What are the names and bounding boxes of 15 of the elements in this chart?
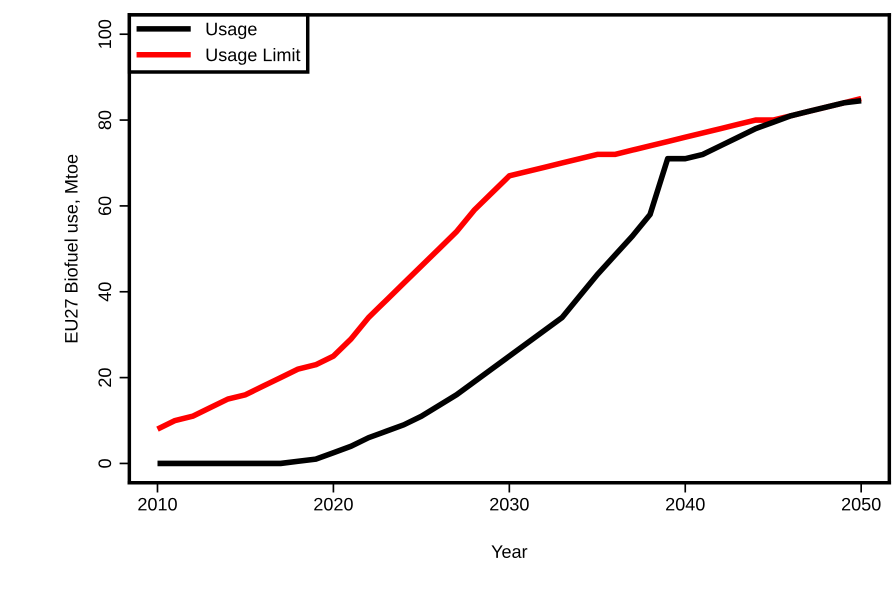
y-tick-label: 80: [98, 110, 112, 130]
x-tick-label: 2010: [138, 498, 177, 511]
y-tick-label: 60: [98, 196, 112, 216]
y-tick-label: 0: [98, 459, 112, 468]
y-tick-label: 40: [98, 282, 112, 302]
legend-label: Usage Limit: [206, 48, 300, 65]
y-axis-title: EU27 Biofuel use, Mtoe: [64, 154, 80, 342]
x-tick-label: 2050: [842, 498, 881, 511]
x-tick-label: 2030: [490, 498, 529, 511]
x-tick-label: 2020: [314, 498, 353, 511]
y-tick-label: 100: [98, 20, 112, 48]
x-tick-label: 2040: [666, 498, 705, 511]
x-axis-title: Year: [491, 545, 528, 558]
y-tick-label: 20: [98, 368, 112, 387]
legend-label: Usage: [206, 22, 257, 39]
